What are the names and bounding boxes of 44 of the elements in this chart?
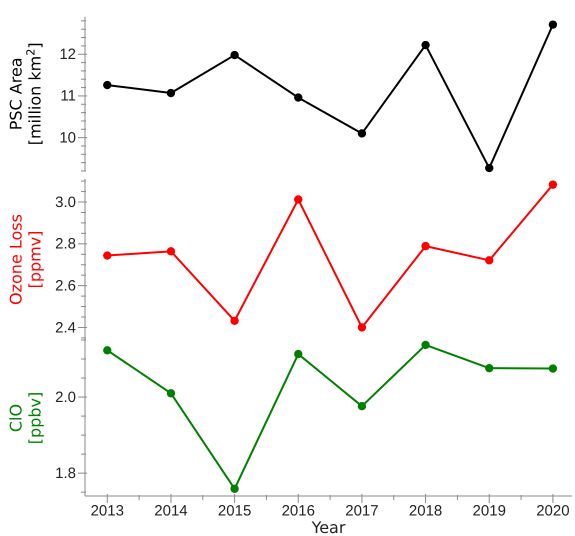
x-axis-title: Year xyxy=(310,518,346,536)
point xyxy=(103,346,112,354)
point xyxy=(421,242,430,250)
x-tick-label: 2018 xyxy=(408,502,442,520)
point xyxy=(230,484,239,493)
point xyxy=(485,364,494,372)
y-axis-title: Ozone Loss [ppmv] xyxy=(6,214,44,305)
point xyxy=(485,256,494,265)
x-tick-label: 2019 xyxy=(472,502,506,520)
point xyxy=(230,316,239,325)
point xyxy=(358,129,366,138)
point xyxy=(485,164,494,172)
point xyxy=(166,88,176,98)
y-tick-label: 2.4 xyxy=(55,319,76,336)
point xyxy=(294,350,302,358)
point xyxy=(548,180,558,189)
point xyxy=(421,340,430,350)
point xyxy=(548,20,558,29)
point xyxy=(294,93,302,102)
point xyxy=(166,389,176,398)
y-tick-label: 12 xyxy=(59,46,76,64)
point xyxy=(166,247,176,256)
point xyxy=(358,402,366,410)
x-tick-label: 2015 xyxy=(218,502,252,520)
x-tick-label: 2017 xyxy=(345,502,379,520)
y-axis-title: ClO [ppbv] xyxy=(6,392,44,444)
y-tick-label: 10 xyxy=(59,129,76,146)
y-tick-label: 2.8 xyxy=(55,236,76,253)
point xyxy=(103,80,112,90)
y-tick-label: 11 xyxy=(60,88,76,105)
point xyxy=(358,323,366,332)
y-tick-label: 1.8 xyxy=(55,464,76,482)
point xyxy=(230,50,239,60)
x-tick-label: 2013 xyxy=(90,502,124,520)
y-tick-label: 2.6 xyxy=(55,277,76,294)
x-tick-label: 2016 xyxy=(282,502,315,520)
y-tick-label: 3.0 xyxy=(55,194,76,211)
x-tick-label: 2014 xyxy=(154,502,188,520)
point xyxy=(103,251,112,260)
x-tick-label: 2020 xyxy=(536,502,570,520)
point xyxy=(421,40,430,50)
y-tick-label: 2.0 xyxy=(55,388,76,406)
point xyxy=(294,195,302,204)
point xyxy=(548,364,558,373)
